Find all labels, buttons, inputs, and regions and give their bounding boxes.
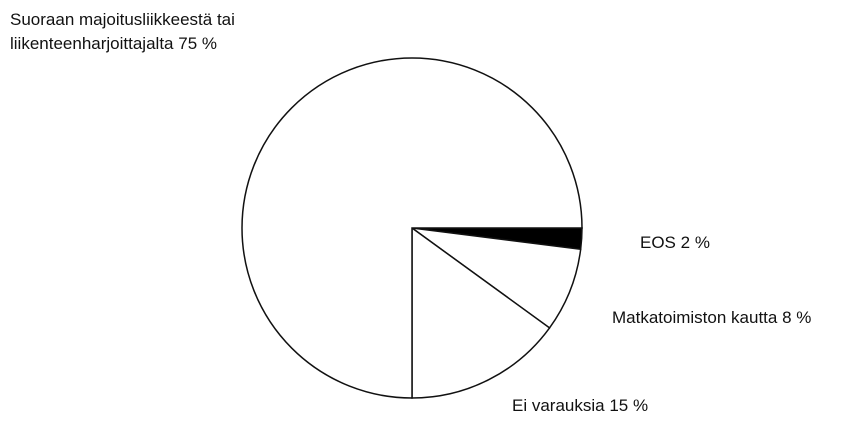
slice-category: Suoraan majoitusliikkeestä tai liikentee… [10,10,235,53]
pie-slice [241,57,583,399]
slice-value: 75 % [178,34,217,53]
slice-value: 2 % [680,233,710,252]
slice-category: Matkatoimiston kautta [612,308,778,327]
slice-value: 8 % [782,308,812,327]
slice-value: 15 % [609,396,649,415]
slice-label: Matkatoimiston kautta 8 % [612,306,852,330]
slice-label: Suoraan majoitusliikkeestä tai liikentee… [10,8,310,56]
slice-label: EOS 2 % [640,231,840,255]
slice-category: Ei varauksia [512,396,605,415]
pie-slice [411,226,551,399]
slice-label: Ei varauksia 15 % [512,394,712,418]
slice-category: EOS [640,233,676,252]
